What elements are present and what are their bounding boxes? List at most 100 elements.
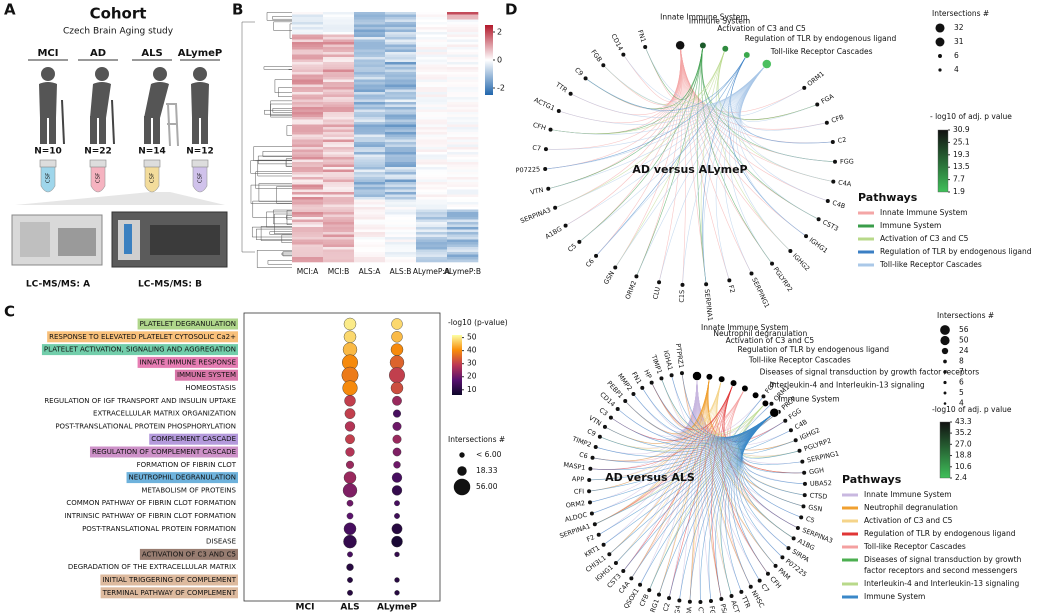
heatmap-cell xyxy=(354,259,386,263)
heatmap-cell xyxy=(416,187,448,190)
legend-title: Intersections # xyxy=(937,311,994,320)
heatmap-cell xyxy=(323,84,355,88)
gene-node xyxy=(621,569,626,574)
gene-node xyxy=(546,186,551,191)
heatmap-column-label: MCI:A xyxy=(297,267,319,276)
heatmap-cell xyxy=(447,224,479,228)
gene-label: IGHG1 xyxy=(808,236,830,255)
heatmap-cell xyxy=(447,34,479,38)
heatmap-cell xyxy=(323,192,355,195)
heatmap-cell xyxy=(416,212,448,215)
heatmap-cell xyxy=(416,254,448,258)
heatmap-cell xyxy=(447,192,479,195)
heatmap-cell xyxy=(385,99,417,103)
dot xyxy=(393,461,401,469)
gene-label: CFB xyxy=(638,593,651,608)
dot xyxy=(344,395,356,407)
size-label: 56 xyxy=(959,325,969,334)
heatmap-cell xyxy=(416,234,448,238)
edge xyxy=(679,45,707,285)
heatmap-cell xyxy=(292,97,324,100)
heatmap-cell xyxy=(447,27,479,30)
heatmap-cell xyxy=(323,67,355,70)
heatmap-cell xyxy=(292,157,324,160)
heatmap-cell xyxy=(447,194,479,198)
heatmap-cell xyxy=(385,244,417,248)
panel-label: B xyxy=(232,1,243,19)
heatmap-cell xyxy=(354,69,386,73)
heatmap-cell xyxy=(354,242,386,245)
heatmap-cell xyxy=(385,84,417,88)
pathway-node xyxy=(692,371,702,381)
heatmap-cell xyxy=(354,72,386,75)
term-highlight xyxy=(174,369,238,381)
legend-label: Diseases of signal transduction by growt… xyxy=(864,555,1022,564)
legend-label: Innate Immune System xyxy=(864,490,952,499)
gene-node xyxy=(708,599,713,604)
heatmap-cell xyxy=(292,187,324,190)
heatmap-cell xyxy=(385,259,417,263)
csf-tube xyxy=(192,165,208,193)
heatmap-cell xyxy=(354,229,386,233)
size-label: 4 xyxy=(959,399,964,408)
heatmap-cell xyxy=(323,244,355,248)
heatmap-cell xyxy=(416,182,448,185)
gene-label: CD14 xyxy=(609,33,624,53)
heatmap-cell xyxy=(416,112,448,115)
term-label: IMMUNE SYSTEM xyxy=(177,371,236,379)
gene-node xyxy=(621,52,626,57)
heatmap-cell xyxy=(447,164,479,168)
heatmap-cell xyxy=(447,67,479,70)
heatmap-cell xyxy=(385,37,417,40)
gene-node xyxy=(589,511,594,516)
heatmap-cell xyxy=(447,154,479,158)
dot xyxy=(345,460,355,469)
colorbar-label: 0 xyxy=(497,56,502,65)
heatmap-cell xyxy=(416,99,448,103)
edge xyxy=(735,63,805,116)
term-label: POST-TRANSLATIONAL PROTEIN FORMATION xyxy=(82,525,236,533)
tube-cap xyxy=(39,159,57,168)
heatmap-cell xyxy=(323,144,355,148)
heatmap-cell xyxy=(354,132,386,135)
term-highlight xyxy=(100,574,238,586)
edge xyxy=(623,45,682,102)
heatmap-cell xyxy=(416,157,448,160)
colorbar-label: 27.0 xyxy=(955,439,972,448)
heatmap-cell xyxy=(354,87,386,90)
tube-label: CSF xyxy=(96,173,102,184)
heatmap-cell xyxy=(416,184,448,188)
heatmap-cell xyxy=(323,72,355,75)
gene-label: C9 xyxy=(573,66,585,78)
gene-label: HP xyxy=(642,368,653,379)
heatmap-cell xyxy=(354,52,386,55)
gene-node xyxy=(788,428,793,433)
heatmap-cell xyxy=(323,24,355,28)
heatmap-cell xyxy=(385,89,417,93)
heatmap-cell xyxy=(354,224,386,228)
edge xyxy=(732,396,775,442)
gene-node xyxy=(593,445,598,450)
heatmap-cell xyxy=(385,144,417,148)
csf-tube xyxy=(40,165,56,193)
gene-node xyxy=(802,85,807,90)
dot xyxy=(343,522,357,536)
heatmap-cell xyxy=(323,172,355,175)
pathway-label: Innate Immune System xyxy=(701,323,789,332)
heatmap-cell xyxy=(292,152,324,155)
heatmap-cell xyxy=(447,117,479,120)
size-key xyxy=(453,478,471,496)
heatmap-cell xyxy=(447,114,479,118)
heatmap-cell xyxy=(385,179,417,183)
heatmap-cell xyxy=(354,174,386,178)
heatmap-cell xyxy=(416,194,448,198)
gene-label: IGHA1 xyxy=(662,350,675,372)
heatmap-cell xyxy=(416,174,448,178)
heatmap-cell xyxy=(292,142,324,145)
legend-title: -log10 (p-value) xyxy=(448,318,508,327)
gene-label: SERPINA3 xyxy=(519,206,552,225)
gene-label: SERPINA1 xyxy=(703,289,715,322)
heatmap-cell xyxy=(323,64,355,68)
heatmap-cell xyxy=(385,207,417,210)
